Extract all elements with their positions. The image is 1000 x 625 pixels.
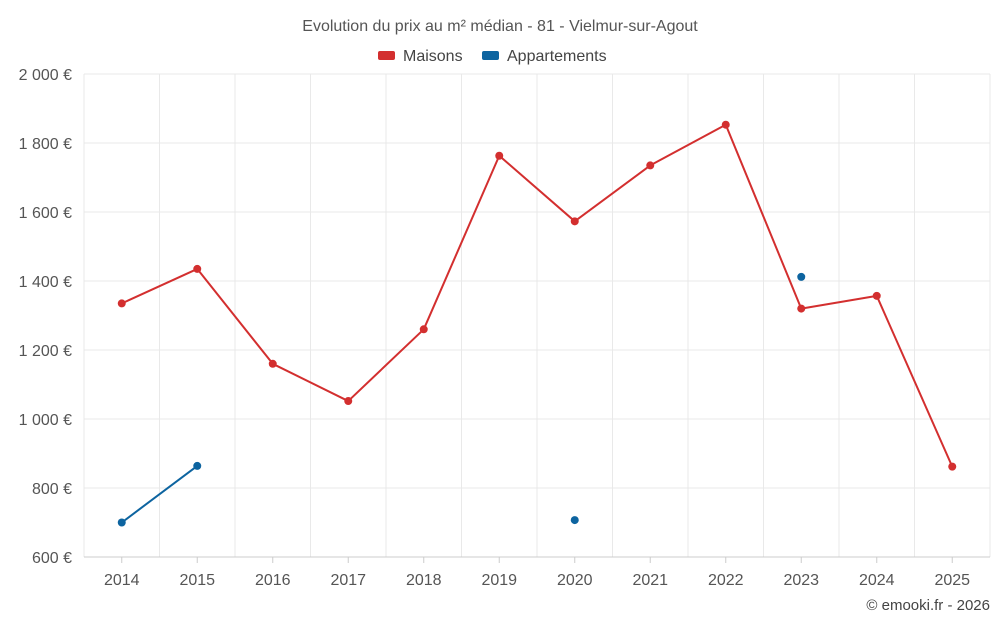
- legend-swatch-appartements: [482, 51, 499, 60]
- y-tick-label: 1 800 €: [19, 136, 72, 153]
- y-tick-label: 1 400 €: [19, 274, 72, 291]
- x-tick-label: 2025: [934, 572, 970, 589]
- y-tick-label: 1 600 €: [19, 205, 72, 222]
- x-tick-label: 2017: [330, 572, 366, 589]
- chart-title: Evolution du prix au m² médian - 81 - Vi…: [302, 18, 698, 35]
- data-point-appartements[interactable]: [117, 518, 126, 527]
- data-point-appartements[interactable]: [193, 461, 202, 470]
- x-tick-label: 2024: [859, 572, 895, 589]
- data-point-maisons[interactable]: [117, 299, 126, 308]
- y-tick-label: 1 000 €: [19, 412, 72, 429]
- legend-label-maisons: Maisons: [403, 48, 463, 65]
- series-layer: [117, 120, 957, 527]
- legend-item-appartements[interactable]: Appartements: [482, 48, 607, 65]
- data-point-maisons[interactable]: [570, 217, 579, 226]
- y-axis: 600 € 800 € 1 000 € 1 200 € 1 400 € 1 600 € 1 …: [19, 67, 72, 567]
- series-line-appartements: [120, 464, 199, 524]
- x-tick-label: 2015: [179, 572, 215, 589]
- legend: Maisons Appartements: [378, 48, 607, 65]
- x-tick-label: 2021: [632, 572, 668, 589]
- data-point-maisons[interactable]: [797, 304, 806, 313]
- x-tick-label: 2018: [406, 572, 442, 589]
- data-point-appartements[interactable]: [797, 272, 806, 281]
- data-point-maisons[interactable]: [419, 325, 428, 334]
- x-tick-label: 2014: [104, 572, 140, 589]
- y-tick-label: 600 €: [32, 550, 72, 567]
- data-point-maisons[interactable]: [872, 291, 881, 300]
- series-maisons: [117, 120, 957, 471]
- data-point-maisons[interactable]: [268, 359, 277, 368]
- y-tick-label: 800 €: [32, 481, 72, 498]
- legend-swatch-maisons: [378, 51, 395, 60]
- grid: [83, 73, 991, 557]
- legend-item-maisons[interactable]: Maisons: [378, 48, 463, 65]
- data-point-maisons[interactable]: [193, 264, 202, 273]
- x-tick-label: 2023: [783, 572, 819, 589]
- data-point-appartements[interactable]: [570, 516, 579, 525]
- x-tick-label: 2019: [481, 572, 517, 589]
- y-tick-label: 2 000 €: [19, 67, 72, 84]
- y-tick-label: 1 200 €: [19, 343, 72, 360]
- data-point-maisons[interactable]: [646, 161, 655, 170]
- x-tick-label: 2020: [557, 572, 593, 589]
- series-line-maisons: [120, 123, 954, 468]
- credit: © emooki.fr - 2026: [866, 597, 990, 614]
- x-tick-label: 2016: [255, 572, 291, 589]
- legend-label-appartements: Appartements: [507, 48, 607, 65]
- data-point-maisons[interactable]: [948, 462, 957, 471]
- data-point-maisons[interactable]: [495, 151, 504, 160]
- x-tick-label: 2022: [708, 572, 744, 589]
- data-point-maisons[interactable]: [344, 397, 353, 406]
- x-axis: 2014 2015 2016 2017 2018 2019 2020 2021 2022 2023…: [84, 556, 990, 589]
- series-appartements: [117, 272, 806, 527]
- data-point-maisons[interactable]: [721, 120, 730, 129]
